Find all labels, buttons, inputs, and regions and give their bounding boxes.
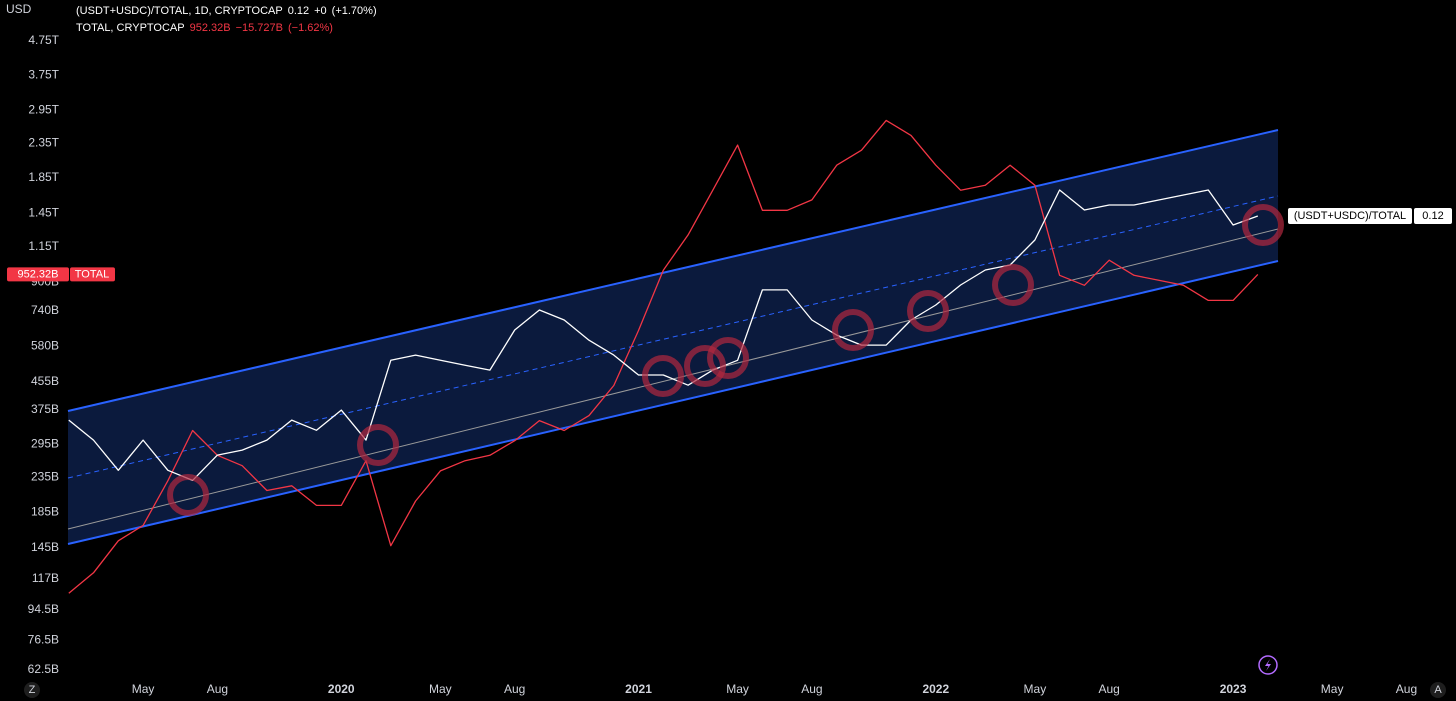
- x-tick-label: May: [726, 682, 749, 696]
- y-tick-label: 1.15T: [28, 239, 59, 253]
- channel-lower: [67, 260, 1279, 545]
- legend-change-pct: (+1.70%): [331, 5, 377, 17]
- legend-row: (USDT+USDC)/TOTAL, 1D, CRYPTOCAP 0.12 +0 (+…: [76, 5, 382, 17]
- legend-value: 0.12: [287, 5, 310, 17]
- highlight-circle: [684, 345, 726, 387]
- y-tick-label: 455B: [31, 374, 59, 388]
- x-tick-label: 2023: [1220, 682, 1247, 696]
- y-tick-label: 375B: [31, 402, 59, 416]
- legend-value: 952.32B: [189, 22, 231, 34]
- y-tick-label: 295B: [31, 437, 59, 451]
- alert-icon[interactable]: [1258, 655, 1278, 675]
- price-tag-name: TOTAL: [75, 268, 109, 280]
- y-tick-label: 62.5B: [28, 662, 59, 676]
- y-axis-unit: USD: [6, 2, 32, 16]
- y-tick-label: 2.95T: [28, 102, 59, 116]
- series-tag-value: 0.12: [1422, 210, 1443, 222]
- x-tick-label: May: [132, 682, 155, 696]
- legend-change: +0: [314, 5, 327, 17]
- y-tick-label: 4.75T: [28, 33, 59, 47]
- y-tick-label: 235B: [31, 470, 59, 484]
- series-line: [68, 189, 1259, 482]
- channel-mid: [67, 195, 1279, 479]
- price-tag-bg: [7, 267, 69, 282]
- highlight-circle: [357, 424, 399, 466]
- y-tick-label: 76.5B: [28, 633, 59, 647]
- button-z[interactable]: Z: [29, 684, 36, 696]
- y-tick-label: 3.75T: [28, 68, 59, 82]
- highlight-circle: [642, 355, 684, 397]
- highlight-circle: [707, 337, 749, 379]
- highlight-circle: [907, 290, 949, 332]
- y-tick-label: 94.5B: [28, 602, 59, 616]
- price-tag-bg: [70, 267, 115, 282]
- y-tick-label: 2.35T: [28, 135, 59, 149]
- highlight-circle: [167, 474, 209, 516]
- x-tick-label: 2022: [922, 682, 949, 696]
- channel-upper: [67, 129, 1279, 412]
- legend-title: (USDT+USDC)/TOTAL, 1D, CRYPTOCAP: [76, 5, 283, 17]
- y-tick-label: 117B: [32, 571, 59, 585]
- legend-change-pct: (−1.62%): [288, 22, 333, 34]
- price-tag-value: 952.32B: [18, 268, 59, 280]
- series-tag-bg: [1414, 208, 1452, 225]
- highlight-circle: [992, 264, 1034, 306]
- legend-row: TOTAL, CRYPTOCAP 952.32B −15.727B (−1.62%): [76, 22, 338, 34]
- highlight-circle: [832, 309, 874, 351]
- x-tick-label: Aug: [207, 682, 228, 696]
- x-tick-label: May: [429, 682, 452, 696]
- x-tick-label: Aug: [1099, 682, 1120, 696]
- button-bg: [1430, 682, 1446, 698]
- series-line: [68, 119, 1259, 594]
- series-tag-bg: [1288, 208, 1412, 225]
- highlight-circle: [1242, 204, 1284, 246]
- y-tick-label: 740B: [31, 303, 59, 317]
- x-tick-label: Aug: [1396, 682, 1417, 696]
- legend-title: TOTAL, CRYPTOCAP: [76, 22, 185, 34]
- alert-bolt: [1265, 659, 1271, 671]
- x-tick-label: 2020: [328, 682, 355, 696]
- y-tick-label: 1.45T: [28, 205, 59, 219]
- x-tick-label: May: [1321, 682, 1344, 696]
- y-tick-label: 580B: [31, 339, 59, 353]
- y-tick-label: 185B: [31, 504, 59, 518]
- legend-change: −15.727B: [235, 22, 283, 34]
- button-bg: [24, 682, 40, 698]
- series-group: [68, 119, 1259, 594]
- series-tag-name: (USDT+USDC)/TOTAL: [1294, 210, 1406, 222]
- y-tick-label: 145B: [31, 540, 59, 554]
- x-tick-label: Aug: [801, 682, 822, 696]
- y-tick-label: 1.85T: [28, 170, 59, 184]
- button-a[interactable]: A: [1434, 684, 1442, 696]
- x-tick-label: 2021: [625, 682, 652, 696]
- x-tick-label: May: [1024, 682, 1047, 696]
- x-tick-label: Aug: [504, 682, 525, 696]
- highlight-circles: [167, 204, 1284, 516]
